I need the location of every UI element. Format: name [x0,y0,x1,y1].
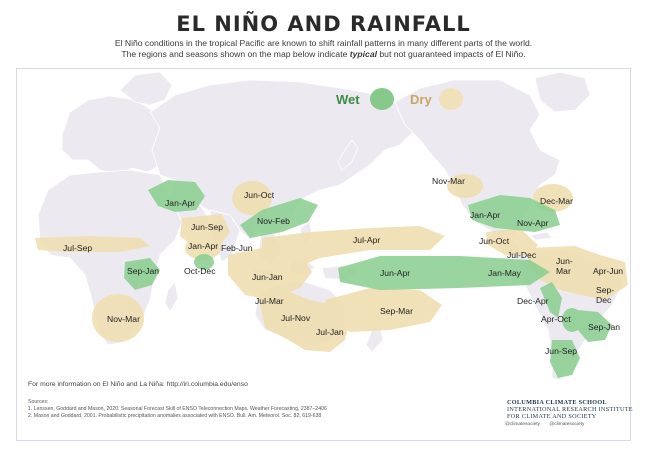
legend-dry-swatch [439,88,463,110]
wet-region-med-jan-apr [148,180,205,212]
region-label: Sep-Jan [127,266,160,276]
region-label: Jul-Dec [507,250,537,260]
subtitle-line-2: The regions and seasons shown on the map… [60,49,587,60]
region-label: Jan-Apr [470,210,501,220]
wet-region-us-south [468,195,560,232]
wet-region-china-nov-feb [240,198,318,238]
source-1: 1. Lenssen, Goddard and Mason, 2020. Sea… [28,406,327,412]
subtitle-line-2-post: but not guaranteed impacts of El Niño. [377,49,526,59]
legend-wet-swatch [370,88,394,110]
dry-region-southern-africa [92,294,144,342]
wet-region-east-africa-sep-jan [124,258,160,290]
region-label: Jun-Jan [252,272,283,282]
region-label: Jun-Oct [244,190,275,200]
region-label: Apr-Jun [593,266,624,276]
subtitle-line-1: El Niño conditions in the tropical Pacif… [114,38,533,48]
region-label: Jul-Nov [281,313,311,323]
region-label: Jul-Sep [63,243,93,253]
wet-region-brazil-south [578,310,612,342]
region-label: Jan-Apr [165,198,196,208]
legend-wet-label: Wet [336,92,360,107]
social-handles: @climatesociety @climatesociety [505,422,592,427]
region-label: Jun-Sep [545,346,578,356]
dry-region-china-jun-oct [232,181,272,215]
social-handle-1: @climatesociety [505,422,540,427]
dry-region-south-pacific-sep-mar [325,288,442,332]
land-scandinavia [119,71,173,106]
land-europe [61,95,161,176]
more-info-text: For more information on El Niño and La N… [28,381,248,388]
logo-line-1: COLUMBIA CLIMATE SCHOOL [507,399,607,406]
region-label: Sep-Jan [588,322,621,332]
dry-region-maritime-continent [228,248,312,300]
region-label: Oct-Dec [184,266,216,276]
wet-region-central-pacific [338,256,550,290]
subtitle-emphasis: typical [349,49,377,59]
logo-line-2: INTERNATIONAL RESEARCH INSTITUTE [507,406,633,414]
dry-regions [35,174,628,352]
source-2: 2. Mason and Goddard, 2001. Probabilisti… [28,413,322,419]
region-label: Jan-Apr [188,241,219,251]
region-label: Jun-Mar [556,256,573,276]
dry-region-sahel-jul-sep [35,236,150,252]
region-label: Sep-Dec [596,285,615,305]
dry-region-central-america [486,228,538,255]
land-masses [37,71,623,381]
dry-region-pacific-jul-apr [262,226,445,270]
region-label: Nov-Mar [107,314,140,324]
page-subtitle: El Niño conditions in the tropical Pacif… [60,38,587,60]
region-label: Nov-Apr [517,218,549,228]
dry-region-india-jan-apr [185,236,221,260]
region-label: Jan-May [488,268,521,278]
subtitle-line-2-pre: The regions and seasons shown on the map… [121,49,350,59]
wet-region-east-africa-oct-dec [194,254,214,270]
region-label: Jul-Apr [353,235,381,245]
region-label: Jun-Sep [191,222,224,232]
social-handle-2: @climatesociety [549,422,585,427]
iri-logo: COLUMBIA CLIMATE SCHOOL INTERNATIONAL RE… [507,399,633,421]
region-label: Jul-Jan [316,327,344,337]
land-caribbean [529,231,553,241]
region-label: Apr-Oct [541,314,571,324]
region-label: Jun-Oct [479,236,510,246]
wet-regions [124,180,612,378]
region-label: Jul-Mar [255,296,284,306]
land-madagascar [164,281,179,313]
region-label: Feb-Jun [221,243,253,253]
dry-region-us-north [447,174,483,198]
region-label: Dec-Apr [517,296,549,306]
region-label: Dec-Mar [540,196,573,206]
wet-region-chile-jun-sep [550,340,580,378]
region-label: Sep-Mar [380,306,413,316]
wet-region-argentina [562,308,582,332]
sources-block: Sources: 1. Lenssen, Goddard and Mason, … [28,399,327,420]
region-label: Nov-Feb [257,216,290,226]
sources-heading: Sources: [28,399,49,405]
land-greenland [534,71,591,113]
legend-dry-label: Dry [410,92,432,107]
page-title: EL NIÑO AND RAINFALL [176,12,471,36]
region-label: Jun-Apr [380,268,411,278]
region-label: Nov-Mar [432,176,465,186]
wet-region-ecuador [540,282,562,318]
land-africa [37,169,183,346]
land-japan [337,139,359,171]
logo-line-3: FOR CLIMATE AND SOCIETY [507,413,597,421]
